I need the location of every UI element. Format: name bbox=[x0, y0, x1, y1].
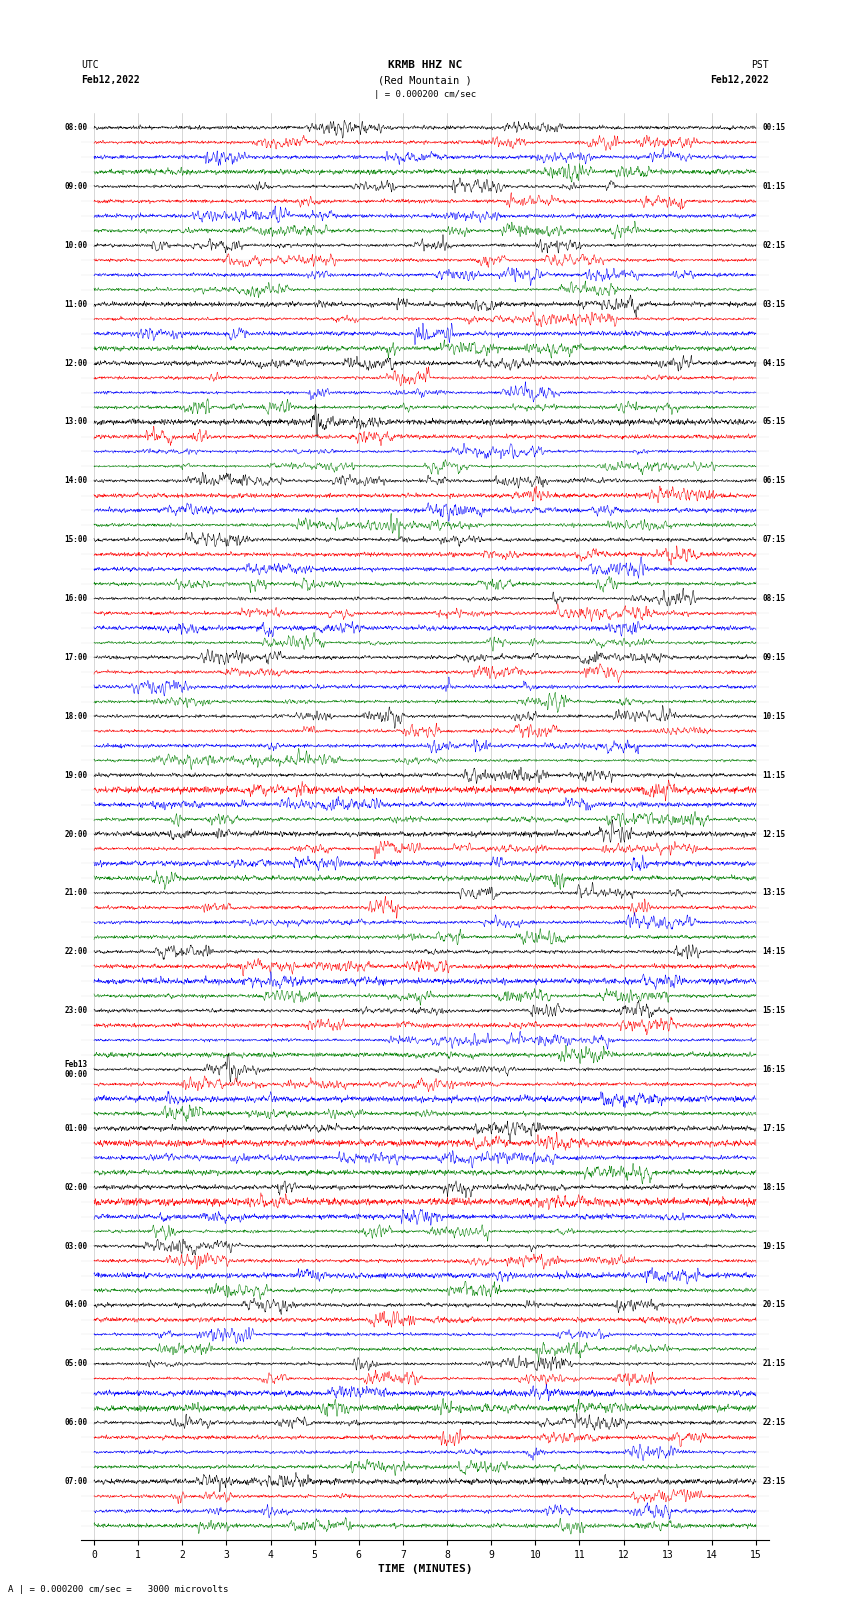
Text: 04:15: 04:15 bbox=[762, 358, 785, 368]
Text: UTC: UTC bbox=[81, 60, 99, 71]
Text: 13:15: 13:15 bbox=[762, 889, 785, 897]
Text: 16:00: 16:00 bbox=[65, 594, 88, 603]
Text: KRMB HHZ NC: KRMB HHZ NC bbox=[388, 60, 462, 71]
Text: 09:15: 09:15 bbox=[762, 653, 785, 661]
Text: 14:00: 14:00 bbox=[65, 476, 88, 486]
Text: 17:00: 17:00 bbox=[65, 653, 88, 661]
Text: 05:15: 05:15 bbox=[762, 418, 785, 426]
Text: 06:15: 06:15 bbox=[762, 476, 785, 486]
Text: 18:00: 18:00 bbox=[65, 711, 88, 721]
Text: Feb12,2022: Feb12,2022 bbox=[711, 74, 769, 84]
Text: 22:15: 22:15 bbox=[762, 1418, 785, 1428]
Text: 07:00: 07:00 bbox=[65, 1478, 88, 1486]
Text: (Red Mountain ): (Red Mountain ) bbox=[378, 76, 472, 85]
Text: 12:15: 12:15 bbox=[762, 829, 785, 839]
Text: 22:00: 22:00 bbox=[65, 947, 88, 957]
Text: 18:15: 18:15 bbox=[762, 1182, 785, 1192]
Text: 23:00: 23:00 bbox=[65, 1007, 88, 1015]
Text: 17:15: 17:15 bbox=[762, 1124, 785, 1132]
Text: 03:00: 03:00 bbox=[65, 1242, 88, 1250]
Text: 20:00: 20:00 bbox=[65, 829, 88, 839]
Text: 13:00: 13:00 bbox=[65, 418, 88, 426]
Text: A | = 0.000200 cm/sec =   3000 microvolts: A | = 0.000200 cm/sec = 3000 microvolts bbox=[8, 1584, 229, 1594]
Text: 19:00: 19:00 bbox=[65, 771, 88, 779]
Text: Feb13
00:00: Feb13 00:00 bbox=[65, 1060, 88, 1079]
Text: 20:15: 20:15 bbox=[762, 1300, 785, 1310]
Text: Feb12,2022: Feb12,2022 bbox=[81, 74, 139, 84]
Text: 14:15: 14:15 bbox=[762, 947, 785, 957]
Text: 10:15: 10:15 bbox=[762, 711, 785, 721]
Text: 08:15: 08:15 bbox=[762, 594, 785, 603]
Text: 07:15: 07:15 bbox=[762, 536, 785, 544]
X-axis label: TIME (MINUTES): TIME (MINUTES) bbox=[377, 1565, 473, 1574]
Text: 15:00: 15:00 bbox=[65, 536, 88, 544]
Text: 06:00: 06:00 bbox=[65, 1418, 88, 1428]
Text: 02:00: 02:00 bbox=[65, 1182, 88, 1192]
Text: 16:15: 16:15 bbox=[762, 1065, 785, 1074]
Text: 11:00: 11:00 bbox=[65, 300, 88, 308]
Text: PST: PST bbox=[751, 60, 769, 71]
Text: 21:15: 21:15 bbox=[762, 1360, 785, 1368]
Text: 01:15: 01:15 bbox=[762, 182, 785, 190]
Text: 11:15: 11:15 bbox=[762, 771, 785, 779]
Text: 08:00: 08:00 bbox=[65, 123, 88, 132]
Text: 05:00: 05:00 bbox=[65, 1360, 88, 1368]
Text: 02:15: 02:15 bbox=[762, 240, 785, 250]
Text: 21:00: 21:00 bbox=[65, 889, 88, 897]
Text: 03:15: 03:15 bbox=[762, 300, 785, 308]
Text: 10:00: 10:00 bbox=[65, 240, 88, 250]
Text: 00:15: 00:15 bbox=[762, 123, 785, 132]
Text: | = 0.000200 cm/sec: | = 0.000200 cm/sec bbox=[374, 90, 476, 100]
Text: 19:15: 19:15 bbox=[762, 1242, 785, 1250]
Text: 15:15: 15:15 bbox=[762, 1007, 785, 1015]
Text: 12:00: 12:00 bbox=[65, 358, 88, 368]
Text: 09:00: 09:00 bbox=[65, 182, 88, 190]
Text: 01:00: 01:00 bbox=[65, 1124, 88, 1132]
Text: 23:15: 23:15 bbox=[762, 1478, 785, 1486]
Text: 04:00: 04:00 bbox=[65, 1300, 88, 1310]
